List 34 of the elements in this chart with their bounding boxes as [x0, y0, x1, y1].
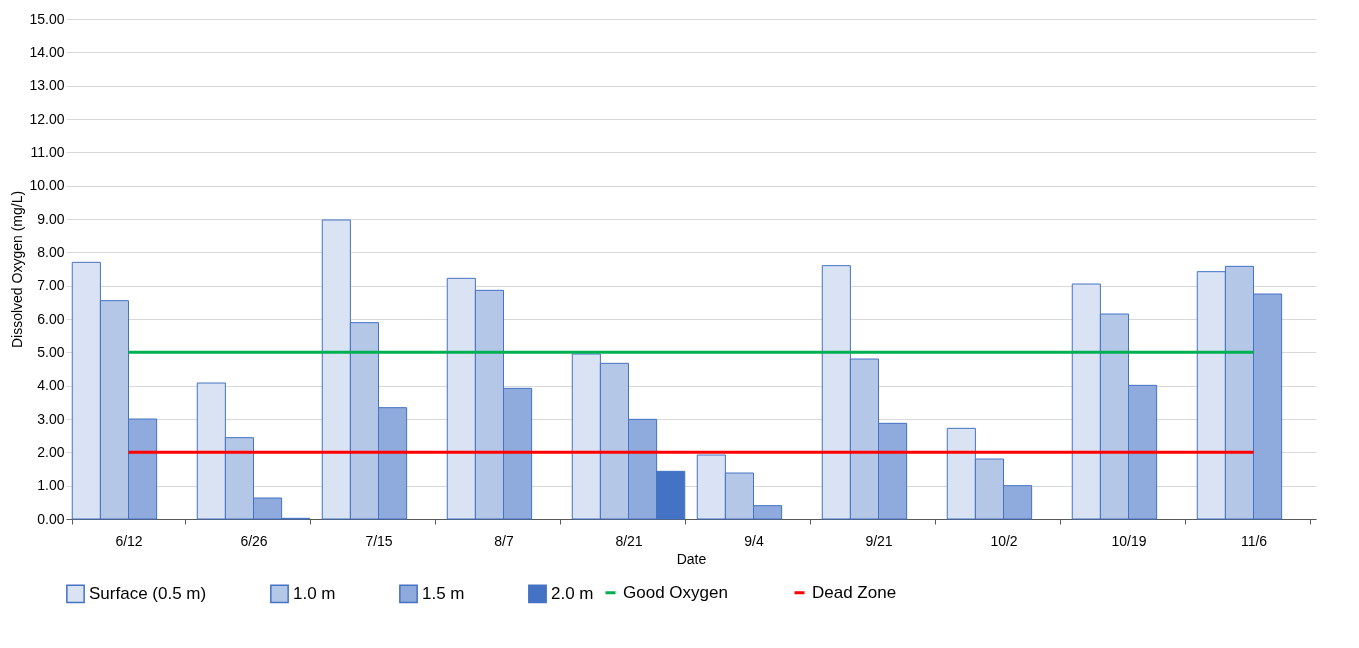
y-tick-label: 1.00 [37, 477, 65, 494]
y-tick-label: 8.00 [37, 243, 65, 260]
y-tick-label: 9.00 [37, 210, 65, 227]
x-tick-label: 6/26 [240, 532, 268, 549]
x-tick-label: 9/4 [744, 532, 764, 549]
y-tick-label: 11.00 [30, 143, 65, 160]
x-tick-label: 6/12 [115, 532, 143, 549]
legend-label: 1.0 m [293, 583, 336, 603]
y-tick-label: 3.00 [37, 410, 65, 427]
y-tick-label: 14.00 [29, 43, 65, 60]
y-tick-label: 7.00 [37, 277, 65, 294]
x-tick-label: 9/21 [865, 532, 893, 549]
y-tick-label: 0.00 [37, 510, 65, 527]
legend-label: 2.0 m [551, 583, 594, 603]
legend-label: Dead Zone [812, 582, 897, 602]
y-tick-label: 10.00 [29, 177, 65, 194]
x-tick-label: 10/2 [990, 532, 1018, 549]
x-tick-label: 8/7 [494, 532, 514, 549]
x-tick-label: 7/15 [365, 532, 393, 549]
y-axis-title: Dissolved Oxygen (mg/L) [9, 190, 26, 349]
y-tick-label: 13.00 [29, 77, 65, 94]
x-tick-label: 8/21 [615, 532, 643, 549]
x-tick-label: 10/19 [1111, 532, 1147, 549]
y-tick-label: 4.00 [37, 377, 65, 394]
legend-label: Good Oxygen [623, 582, 728, 602]
y-tick-label: 6.00 [37, 310, 65, 327]
legend-label: 1.5 m [422, 583, 465, 603]
y-tick-label: 15.00 [29, 10, 65, 27]
y-tick-label: 2.00 [37, 443, 65, 460]
x-axis-title: Date [676, 550, 707, 567]
legend-label: Surface (0.5 m) [89, 583, 207, 603]
y-tick-label: 5.00 [37, 343, 65, 360]
x-tick-label: 11/6 [1240, 532, 1268, 549]
y-tick-label: 12.00 [29, 110, 65, 127]
